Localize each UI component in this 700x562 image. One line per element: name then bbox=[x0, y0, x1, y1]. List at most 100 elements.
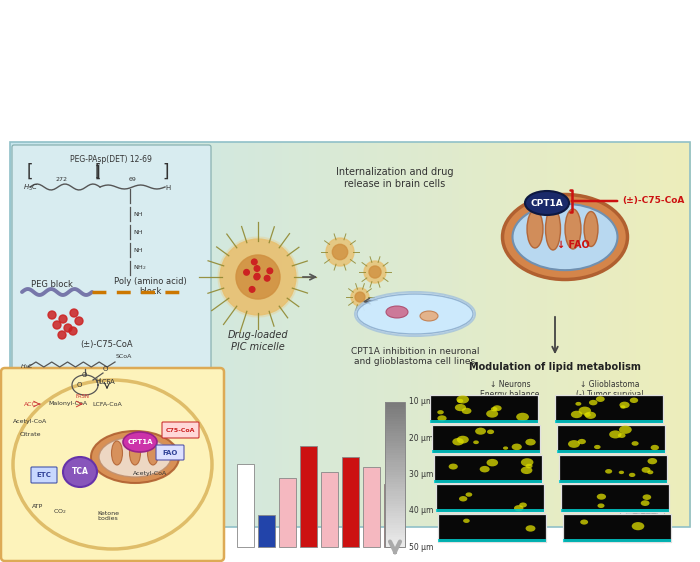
Bar bbox=[436, 509, 544, 513]
Circle shape bbox=[642, 523, 645, 526]
Ellipse shape bbox=[63, 457, 97, 487]
Bar bbox=[302, 142, 310, 527]
Bar bbox=[385, 428, 405, 431]
Text: H: H bbox=[165, 185, 170, 191]
Bar bbox=[241, 142, 249, 527]
Text: ATP: ATP bbox=[32, 505, 43, 510]
Text: H: H bbox=[95, 378, 100, 384]
Bar bbox=[57, 142, 65, 527]
Bar bbox=[385, 409, 405, 412]
Bar bbox=[385, 430, 405, 433]
Bar bbox=[173, 142, 181, 527]
Ellipse shape bbox=[459, 496, 468, 501]
Bar bbox=[385, 425, 405, 429]
Bar bbox=[385, 513, 405, 515]
Bar bbox=[670, 142, 678, 527]
Ellipse shape bbox=[123, 432, 157, 452]
Bar bbox=[342, 457, 359, 547]
Bar bbox=[385, 501, 405, 504]
Bar bbox=[385, 525, 405, 528]
Text: 50 μm: 50 μm bbox=[409, 542, 433, 551]
Text: Citrate: Citrate bbox=[20, 432, 41, 437]
Bar bbox=[432, 142, 440, 527]
Bar bbox=[153, 142, 160, 527]
Bar bbox=[385, 401, 405, 405]
Text: ↓ Neurons
Energy balance: ↓ Neurons Energy balance bbox=[480, 380, 540, 400]
Text: 272: 272 bbox=[55, 177, 67, 182]
Bar bbox=[385, 421, 405, 424]
Circle shape bbox=[220, 239, 296, 315]
Bar bbox=[384, 142, 392, 527]
Bar bbox=[385, 416, 405, 419]
Ellipse shape bbox=[512, 443, 522, 450]
Ellipse shape bbox=[357, 294, 473, 334]
Bar bbox=[17, 142, 25, 527]
Ellipse shape bbox=[565, 209, 581, 249]
Bar bbox=[295, 142, 303, 527]
Text: $H_3C$: $H_3C$ bbox=[23, 183, 38, 193]
FancyBboxPatch shape bbox=[31, 467, 57, 483]
Bar bbox=[377, 142, 385, 527]
Circle shape bbox=[218, 237, 298, 317]
Circle shape bbox=[630, 529, 633, 532]
Bar bbox=[30, 142, 38, 527]
Ellipse shape bbox=[648, 458, 657, 464]
Text: 20 μm: 20 μm bbox=[409, 434, 433, 443]
Text: PEG-PAsp(DET) 12-69: PEG-PAsp(DET) 12-69 bbox=[70, 155, 152, 164]
Bar bbox=[683, 142, 691, 527]
Bar bbox=[105, 142, 113, 527]
Ellipse shape bbox=[579, 406, 591, 415]
Bar bbox=[10, 142, 18, 527]
Bar bbox=[282, 142, 290, 527]
Circle shape bbox=[640, 525, 646, 531]
Bar bbox=[385, 423, 405, 426]
Circle shape bbox=[634, 519, 636, 521]
Bar bbox=[385, 488, 405, 491]
Ellipse shape bbox=[473, 441, 479, 444]
Bar bbox=[385, 522, 405, 525]
Ellipse shape bbox=[355, 292, 475, 336]
Ellipse shape bbox=[386, 306, 408, 318]
Bar bbox=[330, 142, 337, 527]
Ellipse shape bbox=[640, 500, 650, 506]
Bar bbox=[649, 142, 657, 527]
Bar bbox=[385, 491, 405, 494]
Bar bbox=[385, 520, 405, 523]
Bar bbox=[575, 142, 582, 527]
Circle shape bbox=[644, 517, 648, 520]
Bar bbox=[385, 481, 405, 484]
Bar bbox=[391, 142, 398, 527]
Circle shape bbox=[642, 513, 645, 516]
Bar bbox=[194, 142, 202, 527]
Bar bbox=[527, 142, 535, 527]
Ellipse shape bbox=[438, 410, 444, 414]
Circle shape bbox=[251, 259, 257, 265]
Text: ACC: ACC bbox=[24, 401, 36, 406]
Ellipse shape bbox=[527, 210, 543, 248]
Ellipse shape bbox=[584, 413, 591, 417]
Ellipse shape bbox=[571, 411, 582, 418]
Bar bbox=[385, 532, 405, 535]
Bar bbox=[385, 529, 405, 533]
Circle shape bbox=[254, 274, 260, 279]
Text: CPT1A: CPT1A bbox=[127, 439, 153, 445]
Bar bbox=[430, 395, 538, 423]
Circle shape bbox=[70, 309, 78, 317]
Ellipse shape bbox=[493, 405, 502, 411]
Bar bbox=[112, 142, 120, 527]
Bar bbox=[385, 436, 405, 438]
Ellipse shape bbox=[463, 519, 470, 523]
Circle shape bbox=[631, 526, 634, 528]
Bar bbox=[323, 142, 330, 527]
Bar bbox=[636, 142, 643, 527]
Ellipse shape bbox=[13, 380, 212, 549]
Bar bbox=[132, 142, 140, 527]
Ellipse shape bbox=[575, 402, 582, 406]
Bar bbox=[554, 142, 562, 527]
Bar bbox=[385, 477, 405, 479]
FancyBboxPatch shape bbox=[156, 445, 184, 460]
Bar bbox=[214, 142, 222, 527]
Ellipse shape bbox=[466, 492, 472, 497]
Bar bbox=[207, 142, 215, 527]
Text: NH: NH bbox=[133, 247, 143, 252]
